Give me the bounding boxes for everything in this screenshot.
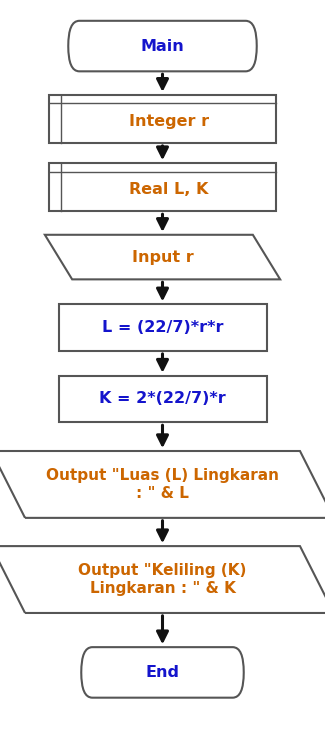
Text: Real L, K: Real L, K (129, 182, 208, 197)
Bar (58, 376, 266, 422)
Text: Main: Main (141, 39, 184, 53)
Text: Integer r: Integer r (129, 114, 209, 129)
Text: Output "Luas (L) Lingkaran
: " & L: Output "Luas (L) Lingkaran : " & L (46, 468, 279, 501)
Bar (49, 163, 276, 211)
Bar (49, 94, 276, 143)
Text: K = 2*(22/7)*r: K = 2*(22/7)*r (99, 392, 226, 406)
Text: Output "Keliling (K)
Lingkaran : " & K: Output "Keliling (K) Lingkaran : " & K (78, 563, 247, 596)
Text: Input r: Input r (132, 250, 193, 265)
Text: End: End (146, 665, 179, 680)
Bar (58, 305, 266, 351)
Text: L = (22/7)*r*r: L = (22/7)*r*r (102, 320, 223, 335)
